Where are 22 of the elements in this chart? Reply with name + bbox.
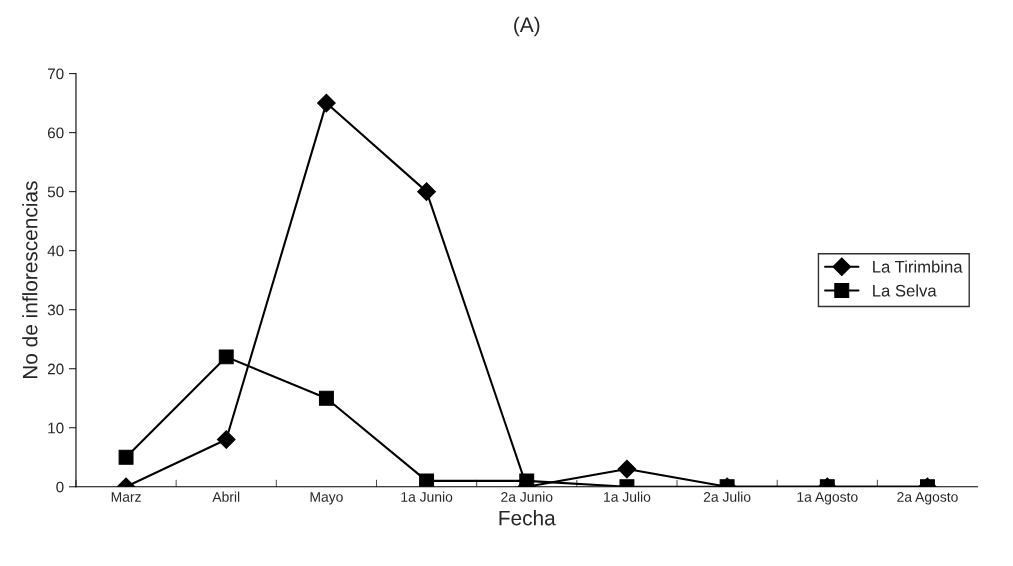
x-tick-label: Mayo bbox=[310, 492, 343, 505]
y-tick-label: 10 bbox=[48, 422, 64, 434]
x-axis-title: Fecha bbox=[499, 510, 556, 526]
legend-label: La Selva bbox=[873, 284, 937, 297]
y-axis-title: No de inflorescencias bbox=[22, 181, 38, 379]
chart-title: (A) bbox=[514, 16, 540, 37]
x-tick-label: 2a Agosto bbox=[897, 491, 958, 505]
y-tick-label: 30 bbox=[47, 304, 64, 316]
y-tick-label: 50 bbox=[47, 186, 64, 198]
legend-label: La Tirimbina bbox=[873, 260, 963, 273]
x-tick-label: 1a Julio bbox=[604, 491, 651, 502]
x-tick-label: Abril bbox=[212, 491, 240, 502]
x-tick-label: 2a Junio bbox=[501, 491, 553, 502]
x-tick-label: 1a Junio bbox=[401, 491, 453, 502]
y-tick-label: 40 bbox=[47, 245, 64, 257]
y-tick-label: 70 bbox=[47, 68, 64, 80]
y-tick-label: 20 bbox=[47, 363, 64, 375]
x-tick-label: Marz bbox=[111, 492, 141, 502]
x-tick-label: 1a Agosto bbox=[797, 492, 858, 505]
y-tick-label: 60 bbox=[47, 127, 64, 139]
y-tick-label: 0 bbox=[56, 481, 64, 493]
x-tick-label: 2a Julio bbox=[703, 491, 751, 502]
